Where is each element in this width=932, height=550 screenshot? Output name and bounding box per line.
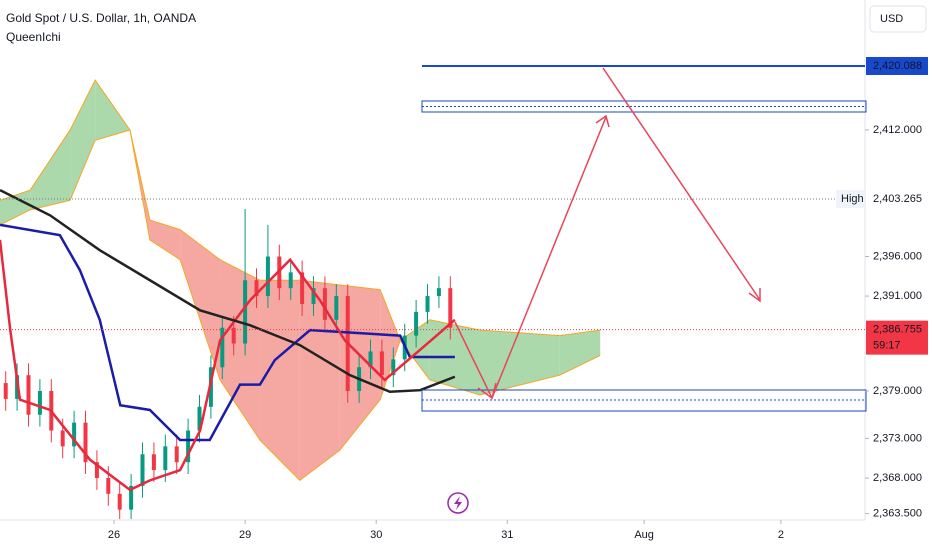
candle-body <box>197 406 202 431</box>
arrow-head <box>595 114 610 128</box>
cloud-segment <box>400 319 430 380</box>
high-name-bg <box>836 190 865 209</box>
candle-body <box>37 390 42 415</box>
chart-title: Gold Spot / U.S. Dollar, 1h, OANDA <box>6 11 196 25</box>
last-label-bg <box>866 320 928 355</box>
high-name: High <box>841 193 864 205</box>
indicator-line <box>0 239 456 492</box>
currency-label: USD <box>880 13 903 25</box>
candle-body <box>448 288 453 328</box>
candle-body <box>186 430 191 463</box>
cloud-segment <box>0 190 31 225</box>
x-tick-label: 2 <box>778 529 784 541</box>
cloud-segment <box>70 80 96 201</box>
candle-body <box>311 288 316 304</box>
cloud-segment <box>299 280 340 481</box>
arrow-head <box>748 288 761 303</box>
cloud-segment <box>380 289 401 400</box>
indicator-name: QueenIchi <box>6 30 61 44</box>
candle-body <box>425 296 430 312</box>
high-label-bg <box>866 190 928 209</box>
candle-body <box>72 422 77 447</box>
candle-body <box>83 422 88 463</box>
level-label-bg <box>866 56 928 75</box>
y-tick-label: 2,391.000 <box>873 290 922 302</box>
high-label: 2,403.265 <box>873 193 922 205</box>
y-tick-label: 2,368.000 <box>873 472 922 484</box>
cloud-segment <box>180 229 221 380</box>
candle-body <box>265 256 270 297</box>
candle-body <box>60 430 65 447</box>
cloud-segment <box>559 330 601 376</box>
countdown: 59:17 <box>873 340 901 352</box>
candle-body <box>151 454 156 471</box>
candle-body <box>163 446 168 471</box>
candle-body <box>94 462 99 478</box>
candle-body <box>117 493 122 510</box>
y-tick-label: 2,373.000 <box>873 432 922 444</box>
plot-area <box>0 79 601 520</box>
candle-body <box>140 454 145 486</box>
candle-body <box>243 280 248 344</box>
x-tick-label: Aug <box>634 529 654 541</box>
cloud-edge <box>0 79 601 482</box>
cloud-segment <box>30 129 71 210</box>
cloud-segment <box>259 280 300 481</box>
drawings <box>421 67 867 514</box>
candle-body <box>288 272 293 289</box>
forecast-arrow <box>602 67 761 301</box>
candle-body <box>174 446 179 463</box>
event-bolt <box>454 496 462 510</box>
candle-body <box>220 327 225 368</box>
y-tick-label: 2,396.000 <box>873 250 922 262</box>
y-tick-label: 2,363.500 <box>873 507 922 519</box>
candle-body <box>436 288 441 297</box>
candle-body <box>129 485 134 510</box>
candle-body <box>414 311 419 336</box>
x-tick-label: 29 <box>239 529 251 541</box>
candle-body <box>254 280 259 297</box>
candle-body <box>391 359 396 376</box>
arrow-head <box>477 382 497 400</box>
candle-body <box>334 296 339 320</box>
candle-body <box>300 272 305 304</box>
x-tick-label: 30 <box>370 529 382 541</box>
y-tick-label: 2,379.000 <box>873 385 922 397</box>
currency-button[interactable] <box>869 5 927 33</box>
y-tick-label: 2,412.000 <box>873 124 922 136</box>
candle-body <box>322 288 327 320</box>
candle-body <box>3 383 8 399</box>
candle-body <box>231 327 236 344</box>
candle-body <box>106 477 111 494</box>
candle-body <box>26 375 31 415</box>
cloud-edge <box>0 129 601 396</box>
candle-body <box>379 351 384 376</box>
last-label: 2,386.755 <box>873 324 922 336</box>
indicator-line <box>0 223 455 442</box>
indicator-line <box>0 188 456 394</box>
candle-body <box>368 351 373 368</box>
level-label: 2,420.088 <box>873 60 922 72</box>
cloud-segment <box>149 220 181 260</box>
x-tick-label: 31 <box>501 529 513 541</box>
x-tick-label: 26 <box>108 529 120 541</box>
cloud-segment <box>95 80 130 141</box>
